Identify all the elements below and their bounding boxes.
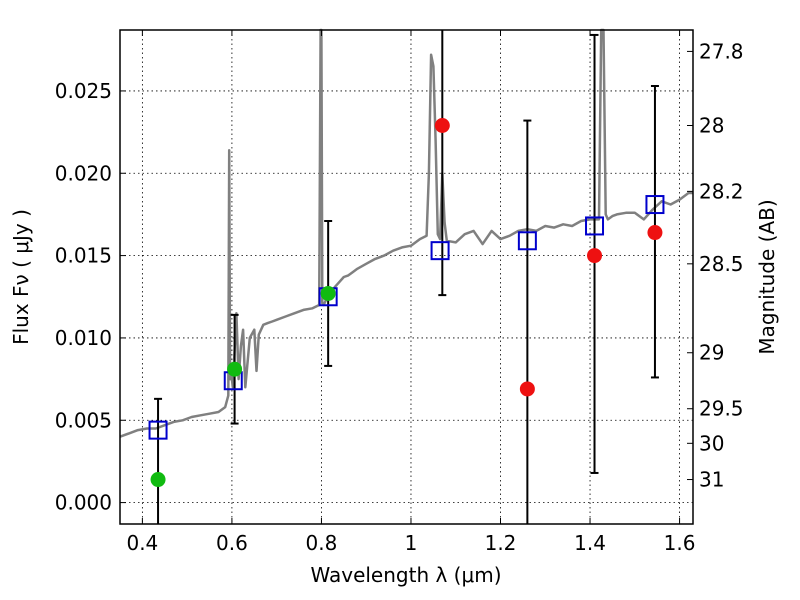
x-tick-label: 0.6 xyxy=(216,531,248,555)
x-tick-label: 0.8 xyxy=(306,531,338,555)
model-point-marker xyxy=(517,231,537,251)
y2-axis-label: Magnitude (AB) xyxy=(755,199,779,354)
y-tick-label: 0.020 xyxy=(55,161,112,185)
y2-tick-label: 28.2 xyxy=(699,179,744,203)
x-tick-label: 1.2 xyxy=(485,531,517,555)
y2-tick-label: 30 xyxy=(699,431,724,455)
x-tick-label: 1 xyxy=(405,531,418,555)
green-data-point xyxy=(227,361,243,377)
y2-tick-label: 28.5 xyxy=(699,252,744,276)
y-tick-label: 0.025 xyxy=(55,79,112,103)
y2-tick-label: 28 xyxy=(699,114,724,138)
red-data-point xyxy=(647,225,663,241)
axis-ticks: 0.4 0.6 0.8 1 1.2 1.4 1.6 0.000 0.005 0.010 0.015 0… xyxy=(55,30,744,555)
model-point-marker xyxy=(585,216,605,236)
y2-tick-label: 27.8 xyxy=(699,39,744,63)
model-point-marker xyxy=(645,195,665,215)
marker-layer xyxy=(148,118,665,488)
model-point-marker xyxy=(148,420,168,440)
y-tick-label: 0.005 xyxy=(55,408,112,432)
plot-frame xyxy=(119,29,694,525)
red-data-point xyxy=(587,248,603,264)
red-data-point xyxy=(434,118,450,134)
y-tick-label: 0.000 xyxy=(55,491,112,515)
y-tick-label: 0.015 xyxy=(55,244,112,268)
x-tick-label: 1.6 xyxy=(664,531,696,555)
y-tick-label: 0.010 xyxy=(55,326,112,350)
x-tick-label: 1.4 xyxy=(574,531,606,555)
green-data-point xyxy=(150,472,166,488)
x-axis-label: Wavelength λ (μm) xyxy=(310,563,501,587)
y2-tick-label: 31 xyxy=(699,468,724,492)
y-axis-label: Flux Fν ( μJy ) xyxy=(9,209,33,345)
red-data-point xyxy=(519,381,535,397)
y2-tick-label: 29 xyxy=(699,341,724,365)
green-data-point xyxy=(320,285,336,301)
x-tick-label: 0.4 xyxy=(126,531,158,555)
y2-tick-label: 29.5 xyxy=(699,397,744,421)
model-point-marker xyxy=(430,241,450,261)
grid-lines xyxy=(120,30,693,524)
